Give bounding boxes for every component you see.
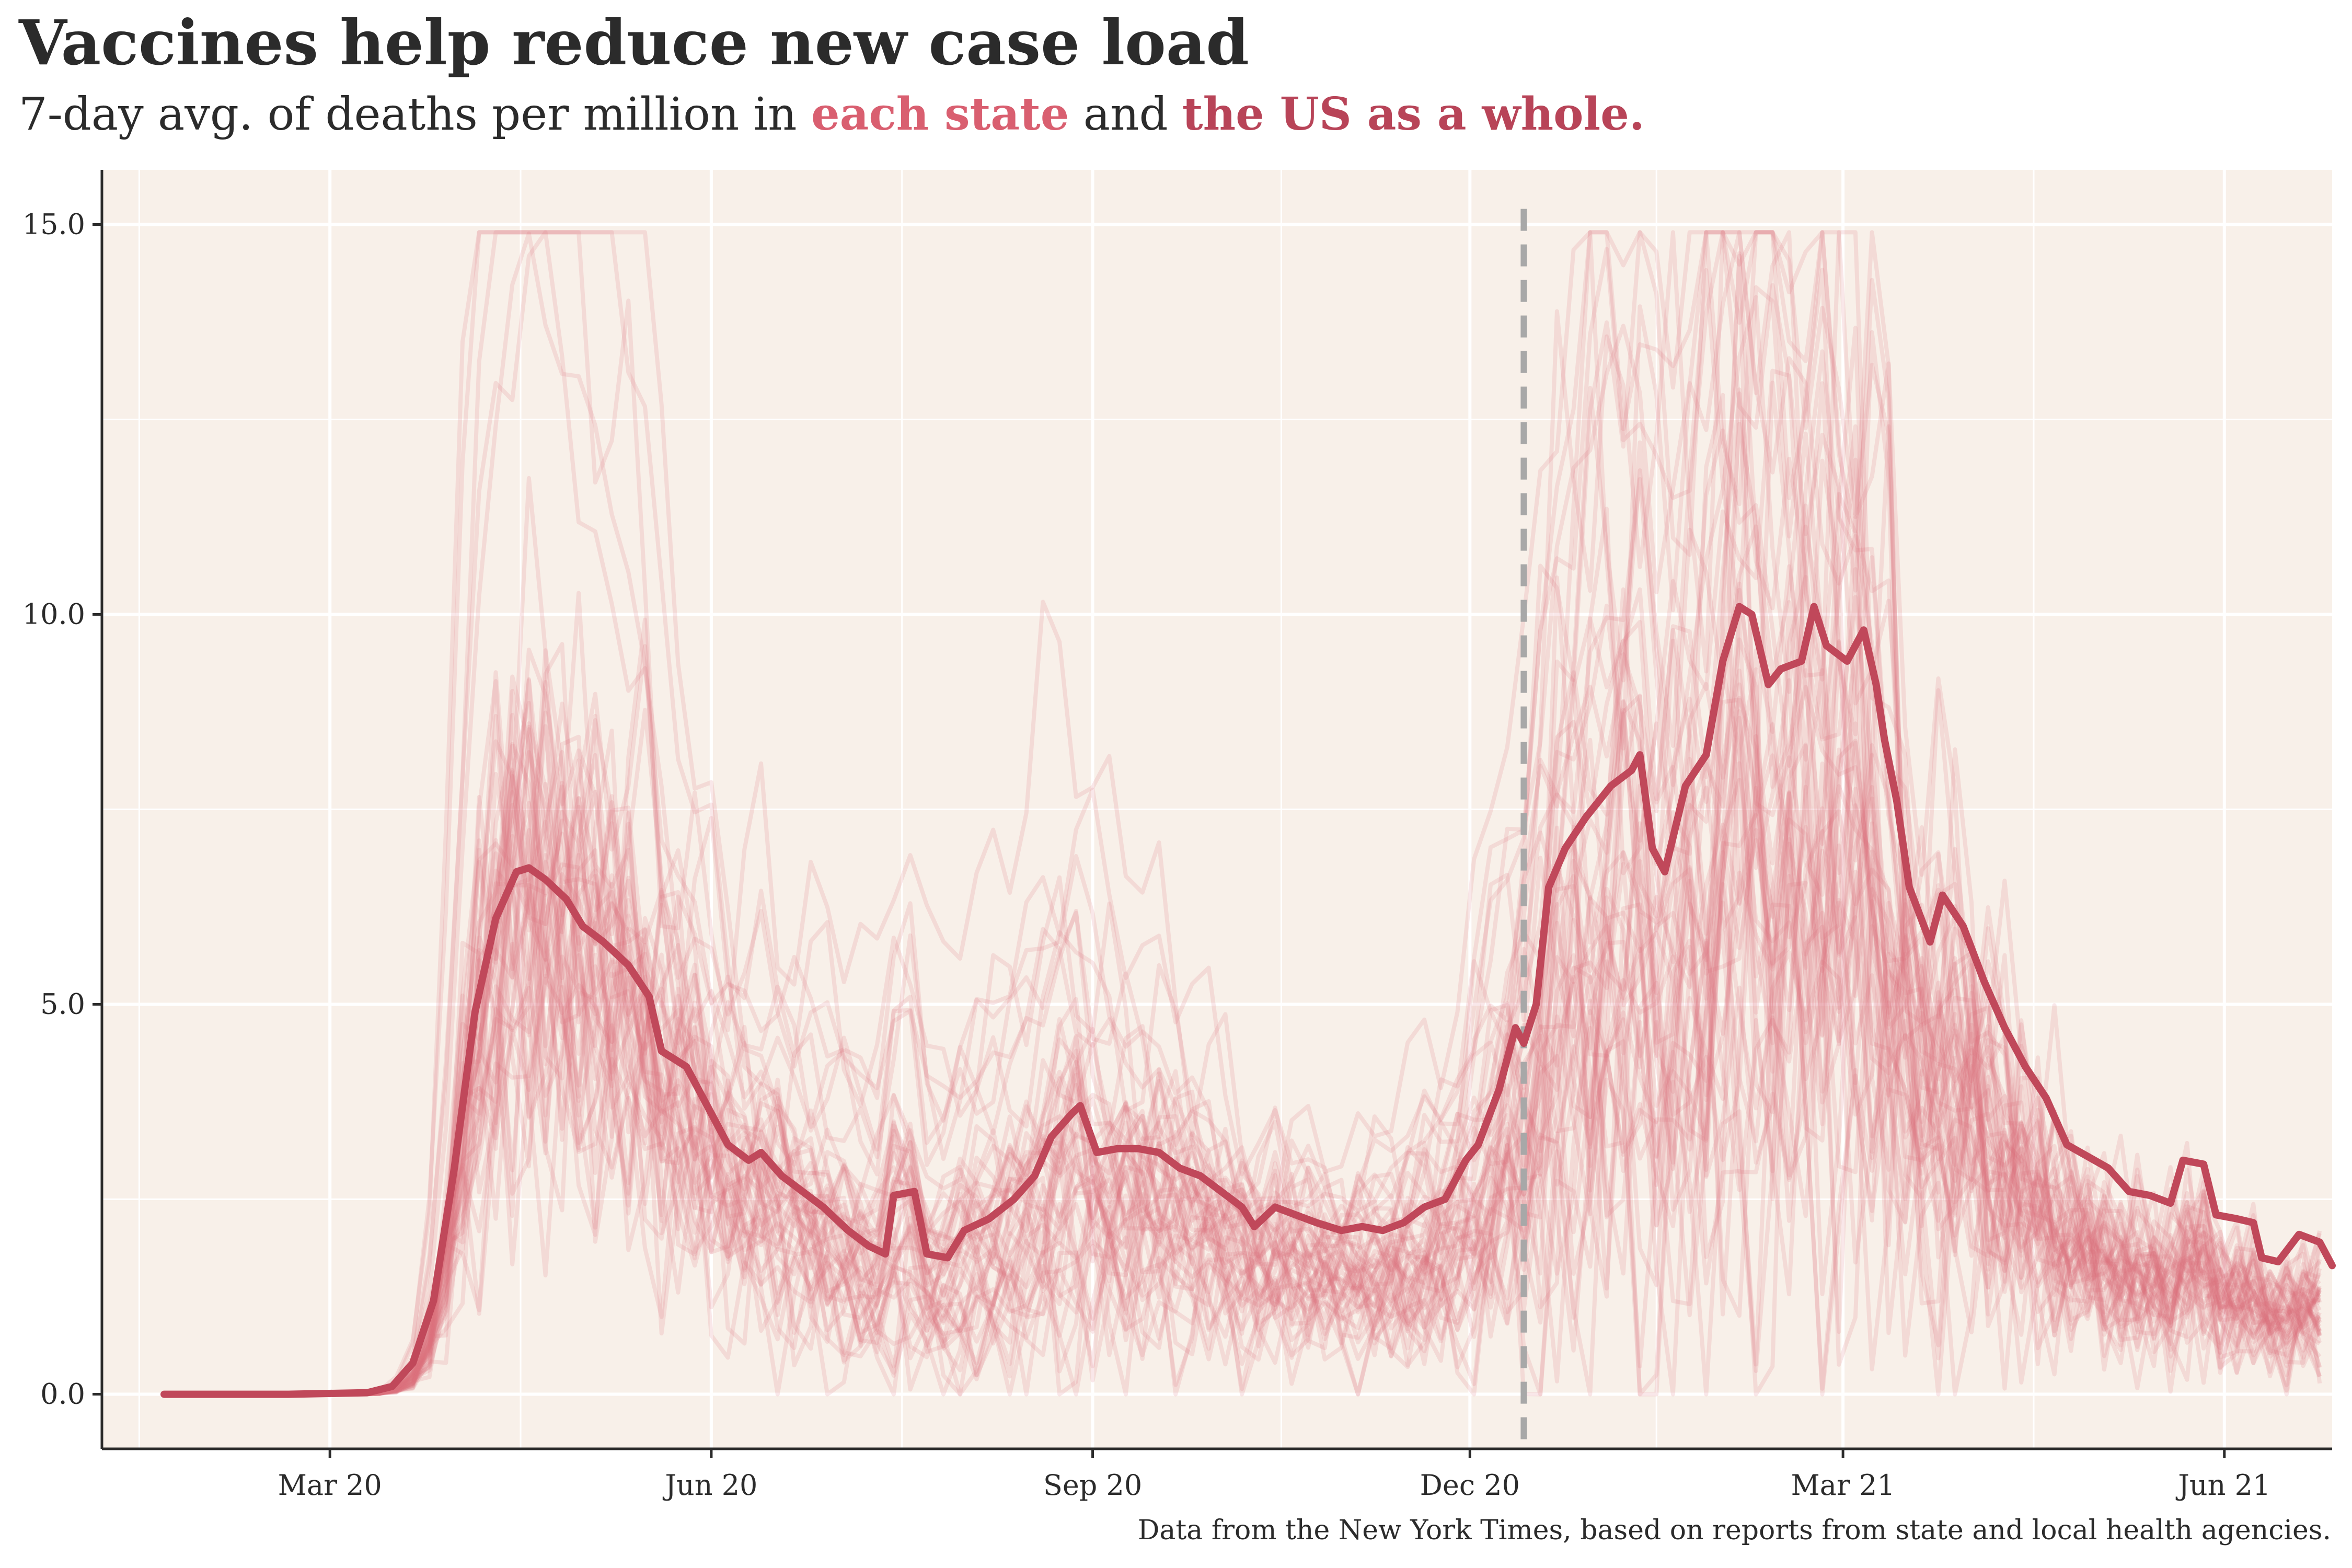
- state-line: [164, 724, 2322, 1397]
- state-line: [164, 230, 2321, 1397]
- chart-caption: Data from the New York Times, based on r…: [1137, 1515, 2331, 1546]
- x-tick-label: Jun 21: [2175, 1469, 2270, 1502]
- state-line: [164, 368, 2322, 1397]
- x-axis: Mar 20 Jun 20 Sep 20 Dec 20 Mar 21 Jun 21: [278, 1449, 2270, 1502]
- y-tick-label: 0.0: [40, 1378, 85, 1411]
- state-line: [164, 668, 2321, 1397]
- state-line: [164, 268, 2322, 1397]
- state-line: [164, 639, 2321, 1397]
- x-tick-label: Mar 21: [1791, 1469, 1895, 1502]
- grid-major: [102, 170, 2332, 1449]
- state-line: [164, 648, 2321, 1397]
- state-line: [164, 253, 2322, 1397]
- state-line: [164, 771, 2322, 1397]
- axes: [100, 170, 2332, 1450]
- chart-title: Vaccines help reduce new case load: [19, 6, 1249, 79]
- state-line: [164, 750, 2322, 1397]
- state-line: [164, 231, 2322, 1397]
- x-tick-label: Sep 20: [1043, 1469, 1142, 1502]
- x-tick-label: Jun 20: [662, 1469, 757, 1502]
- state-line: [164, 230, 2322, 1397]
- state-line: [164, 381, 2322, 1397]
- subtitle-prefix: 7-day avg. of deaths per million in: [19, 88, 811, 141]
- y-tick-label: 15.0: [22, 207, 85, 240]
- state-line: [164, 689, 2322, 1397]
- y-tick-label: 5.0: [40, 988, 85, 1021]
- state-line: [164, 721, 2321, 1397]
- state-line: [164, 567, 2322, 1397]
- x-tick-label: Mar 20: [278, 1469, 382, 1502]
- state-line: [164, 575, 2322, 1397]
- state-line: [164, 670, 2322, 1397]
- state-line: [164, 387, 2322, 1397]
- state-line: [164, 678, 2322, 1397]
- state-line: [164, 791, 2322, 1397]
- x-tick-label: Dec 20: [1420, 1469, 1520, 1502]
- state-line: [164, 679, 2322, 1397]
- state-lines: [164, 230, 2322, 1397]
- y-axis: 0.0 5.0 10.0 15.0: [22, 207, 102, 1411]
- state-line: [164, 722, 2321, 1397]
- state-line: [164, 713, 2322, 1397]
- state-line: [164, 381, 2322, 1397]
- state-line: [164, 391, 2322, 1397]
- state-line: [164, 230, 2322, 1397]
- state-line: [164, 230, 2321, 1397]
- subtitle-middle: and: [1069, 88, 1182, 141]
- state-line: [164, 640, 2322, 1397]
- state-line: [164, 230, 2322, 1397]
- state-line: [164, 581, 2321, 1397]
- subtitle-states-label: each state: [811, 88, 1069, 141]
- state-line: [164, 230, 2321, 1397]
- grid-minor: [102, 170, 2332, 1449]
- state-line: [164, 295, 2322, 1397]
- series-line-us: [160, 603, 2336, 1398]
- state-line: [164, 667, 2322, 1397]
- y-tick-label: 10.0: [22, 597, 85, 630]
- state-line: [164, 476, 2322, 1397]
- state-line: [164, 230, 2322, 1397]
- state-line: [164, 642, 2322, 1397]
- subtitle-us-label: the US as a whole.: [1182, 88, 1645, 141]
- state-line: [164, 230, 2322, 1397]
- chart-subtitle: 7-day avg. of deaths per million in each…: [19, 88, 1645, 141]
- state-line: [164, 230, 2322, 1397]
- state-line: [164, 591, 2322, 1397]
- state-line: [164, 230, 2322, 1397]
- state-line: [164, 734, 2322, 1397]
